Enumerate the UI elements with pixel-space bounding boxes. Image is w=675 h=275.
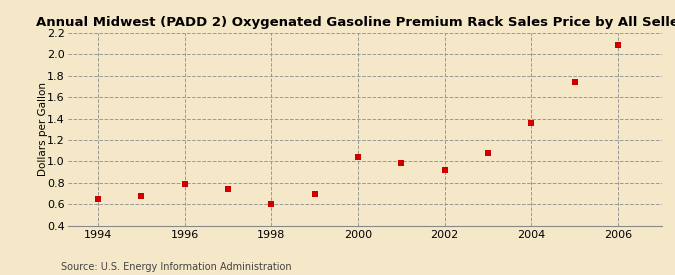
Y-axis label: Dollars per Gallon: Dollars per Gallon bbox=[38, 82, 48, 176]
Text: Source: U.S. Energy Information Administration: Source: U.S. Energy Information Administ… bbox=[61, 262, 292, 272]
Title: Annual Midwest (PADD 2) Oxygenated Gasoline Premium Rack Sales Price by All Sell: Annual Midwest (PADD 2) Oxygenated Gasol… bbox=[36, 16, 675, 29]
